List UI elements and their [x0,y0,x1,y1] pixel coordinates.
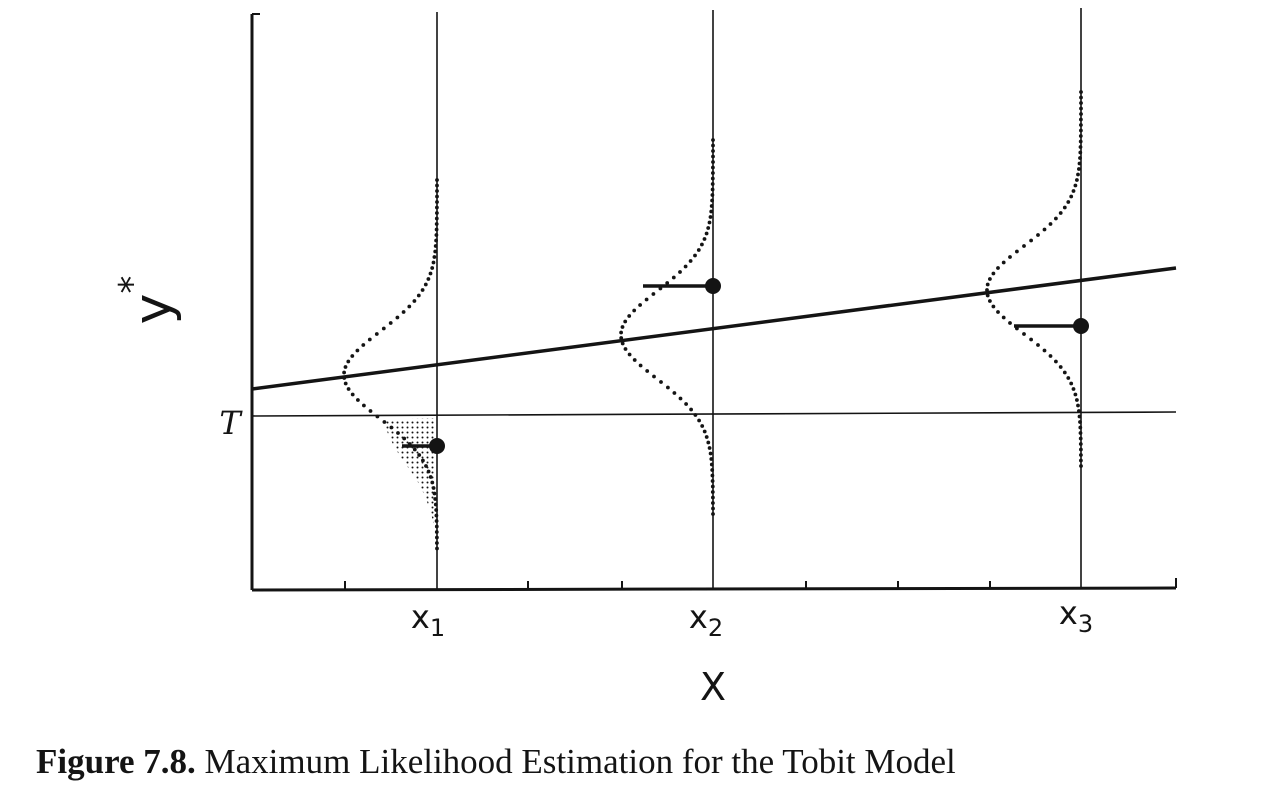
x1-tick-label: x1 [411,598,445,642]
threshold-label: T [219,404,243,442]
x2-tick-label: x2 [689,598,723,642]
x-axis-ticks [344,578,1177,589]
x3-tick-label: x3 [1059,594,1093,638]
svg-text:y*: y* [112,276,183,325]
x3-density-curve [985,90,1083,468]
x1-density-curve [342,178,439,551]
x-axis [251,586,1177,592]
x-axis-label: X [700,665,726,709]
threshold-line [251,411,1177,417]
x2-density-curve [619,138,715,516]
x1-observation-point [429,438,445,454]
caption-text: Maximum Likelihood Estimation for the To… [204,742,956,781]
density-curves [342,90,1083,551]
figure-number: Figure 7.8. [36,742,196,781]
x2-observation-point [705,278,721,294]
censored-tail-shading [383,418,437,552]
x3-observation-point [1073,318,1089,334]
figure-caption: Figure 7.8. Maximum Likelihood Estimatio… [36,742,956,782]
regression-line [251,266,1177,391]
y-axis-label: y* [112,276,183,325]
tobit-diagram: y* T x1 x2 x3 X [112,8,1177,709]
